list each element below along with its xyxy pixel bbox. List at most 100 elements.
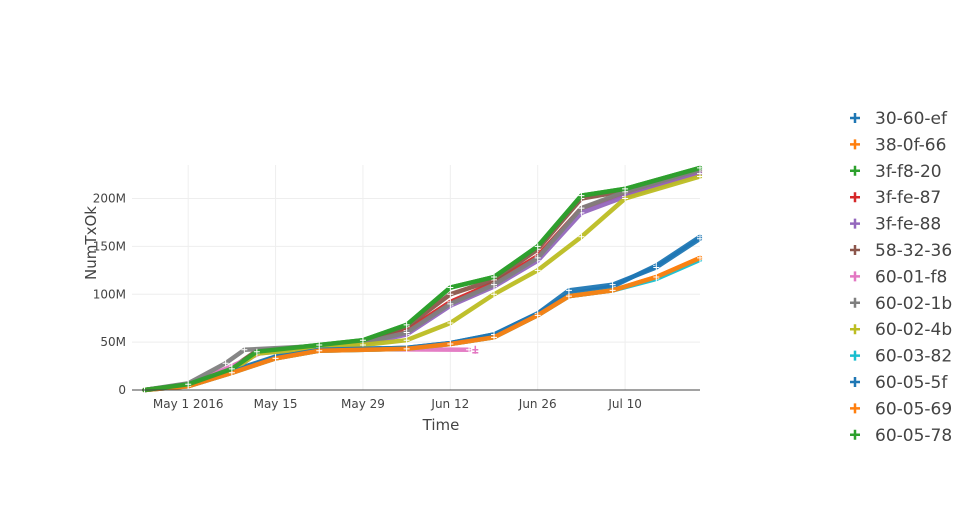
legend-label: 60-05-78 (875, 426, 952, 446)
data-point (697, 254, 703, 261)
data-point (578, 233, 585, 240)
legend-marker-icon (850, 245, 860, 255)
data-point (622, 195, 629, 202)
series-60-05-78[interactable] (141, 164, 703, 393)
x-tick-label: May 1 2016 (153, 397, 224, 411)
legend-label: 60-05-5f (875, 373, 948, 393)
x-tick-label: May 29 (341, 397, 385, 411)
legend-item-60-05-78[interactable]: 60-05-78 (850, 426, 952, 446)
data-point (472, 345, 479, 354)
y-tick-label: 0 (118, 383, 126, 397)
data-point (609, 281, 616, 288)
data-point (697, 164, 703, 171)
data-point (697, 173, 703, 180)
data-point (466, 346, 473, 353)
x-tick-label: May 15 (254, 397, 298, 411)
legend-label: 60-02-4b (875, 320, 952, 340)
legend-item-60-05-5f[interactable]: 60-05-5f (850, 373, 948, 393)
legend-label: 58-32-36 (875, 241, 952, 261)
data-point (653, 274, 660, 281)
legend-marker-icon (850, 218, 860, 229)
legend-marker-icon (850, 429, 860, 440)
legend-item-60-02-1b[interactable]: 60-02-1b (850, 294, 952, 314)
legend-label: 30-60-ef (875, 109, 948, 129)
x-axis-title: Time (422, 416, 460, 434)
legend-item-60-05-69[interactable]: 60-05-69 (850, 399, 952, 419)
data-point (403, 345, 410, 352)
data-point (565, 293, 572, 300)
data-point (609, 287, 616, 294)
legend-marker-icon (850, 271, 860, 282)
x-tick-label: Jun 12 (430, 397, 469, 411)
data-point (316, 342, 323, 348)
legend-label: 60-05-69 (875, 399, 952, 419)
legend-marker-icon (850, 192, 860, 203)
legend-marker-icon (850, 165, 860, 176)
legend-label: 38-0f-66 (875, 135, 946, 155)
axes: May 1 2016 May 15 May 29 Jun 12 Jun 26 Jul 10… (93, 192, 700, 411)
x-tick-label: Jun 26 (518, 397, 557, 411)
data-point (491, 281, 498, 288)
data-point (185, 381, 192, 388)
x-tick-label: Jul 10 (607, 397, 642, 411)
legend-marker-icon (850, 324, 860, 335)
legend-item-3f-fe-88[interactable]: 3f-fe-88 (850, 215, 941, 235)
data-point (447, 284, 454, 291)
data-point (447, 319, 454, 326)
data-point (565, 287, 572, 294)
data-point (403, 329, 410, 336)
data-point (534, 312, 541, 319)
data-point (316, 347, 323, 354)
data-point (491, 291, 498, 298)
legend-marker-icon (850, 139, 860, 150)
data-point (447, 291, 454, 298)
y-tick-label: 50M (100, 335, 126, 349)
legend-item-3f-fe-87[interactable]: 3f-fe-87 (850, 188, 941, 208)
legend-label: 3f-fe-87 (875, 188, 941, 208)
data-point (447, 341, 454, 348)
data-point (253, 348, 260, 355)
data-point (222, 360, 229, 367)
legend-item-38-0f-66[interactable]: 38-0f-66 (850, 135, 946, 155)
data-point (403, 321, 410, 328)
legend-item-60-03-82[interactable]: 60-03-82 (850, 347, 952, 367)
data-point (272, 355, 279, 362)
legend-marker-icon (850, 350, 860, 361)
data-point (534, 267, 541, 274)
data-point (241, 346, 248, 353)
data-point (578, 192, 585, 199)
legend-label: 60-02-1b (875, 294, 952, 314)
legend-item-58-32-36[interactable]: 58-32-36 (850, 241, 952, 261)
series-60-01-f8-outlier (472, 345, 479, 354)
data-point (534, 254, 541, 261)
legend-label: 60-01-f8 (875, 267, 947, 287)
data-point (578, 205, 585, 212)
legend-marker-icon (850, 297, 860, 308)
data-point (491, 334, 498, 341)
legend[interactable]: 30-60-ef 38-0f-66 3f-f8-20 3f-fe-87 3f-fe-88… (850, 109, 952, 446)
legend-item-60-02-4b[interactable]: 60-02-4b (850, 320, 952, 340)
legend-marker-icon (850, 403, 860, 414)
data-point (653, 264, 660, 271)
series-line (142, 167, 703, 393)
legend-label: 3f-fe-88 (875, 215, 941, 235)
legend-item-30-60-ef[interactable]: 30-60-ef (850, 109, 948, 129)
data-point (228, 365, 235, 372)
data-point (447, 300, 454, 307)
y-tick-label: 100M (93, 287, 126, 301)
data-point (359, 337, 366, 344)
y-tick-label: 150M (93, 239, 126, 253)
data-point (491, 274, 498, 281)
data-point (622, 185, 629, 192)
data-point (697, 235, 703, 242)
y-tick-label: 200M (93, 192, 126, 206)
y-axis-title: NumTxOk (82, 206, 100, 280)
data-point (534, 243, 541, 250)
plot-area[interactable] (141, 164, 703, 393)
legend-label: 60-03-82 (875, 347, 952, 367)
legend-item-3f-f8-20[interactable]: 3f-f8-20 (850, 162, 942, 182)
legend-label: 3f-f8-20 (875, 162, 942, 182)
data-point (403, 337, 410, 344)
legend-item-60-01-f8[interactable]: 60-01-f8 (850, 267, 947, 287)
